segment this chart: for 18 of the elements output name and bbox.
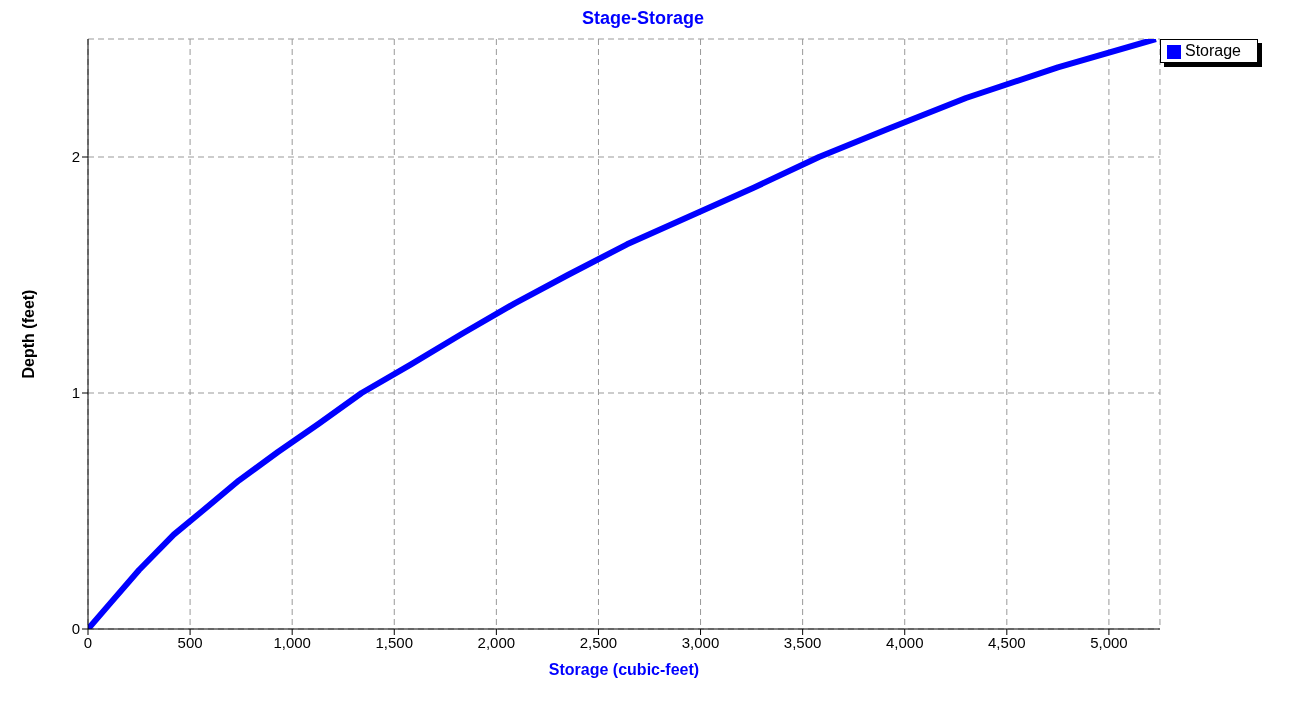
- y-tick-label: 1: [71, 384, 80, 402]
- x-tick-label: 3,500: [783, 633, 822, 651]
- x-tick-label: 0: [83, 633, 93, 651]
- x-tick-label: 1,000: [273, 633, 311, 651]
- x-tick-label: 5,000: [1090, 633, 1128, 651]
- x-tick-label: 2,000: [477, 633, 516, 651]
- x-tick-label: 2,500: [579, 633, 618, 651]
- x-tick-label: 1,500: [375, 633, 414, 651]
- x-axis-title: Storage (cubic-feet): [548, 661, 700, 678]
- x-tick-label: 500: [177, 633, 203, 651]
- legend-label: Storage: [1184, 42, 1241, 59]
- chart-title: Stage-Storage: [581, 8, 705, 29]
- x-tick-label: 4,000: [885, 633, 924, 651]
- y-tick-label: 2: [71, 148, 80, 166]
- y-axis-title: Depth (feet): [19, 289, 37, 379]
- x-tick-label: 3,000: [681, 633, 720, 651]
- y-tick-label: 0: [71, 620, 80, 638]
- x-tick-label: 4,500: [988, 633, 1026, 651]
